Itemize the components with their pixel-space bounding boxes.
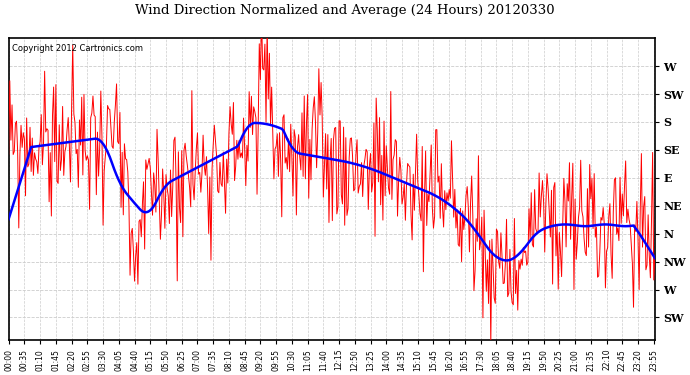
Text: Wind Direction Normalized and Average (24 Hours) 20120330: Wind Direction Normalized and Average (2… — [135, 4, 555, 17]
Text: Copyright 2012 Cartronics.com: Copyright 2012 Cartronics.com — [12, 44, 143, 53]
